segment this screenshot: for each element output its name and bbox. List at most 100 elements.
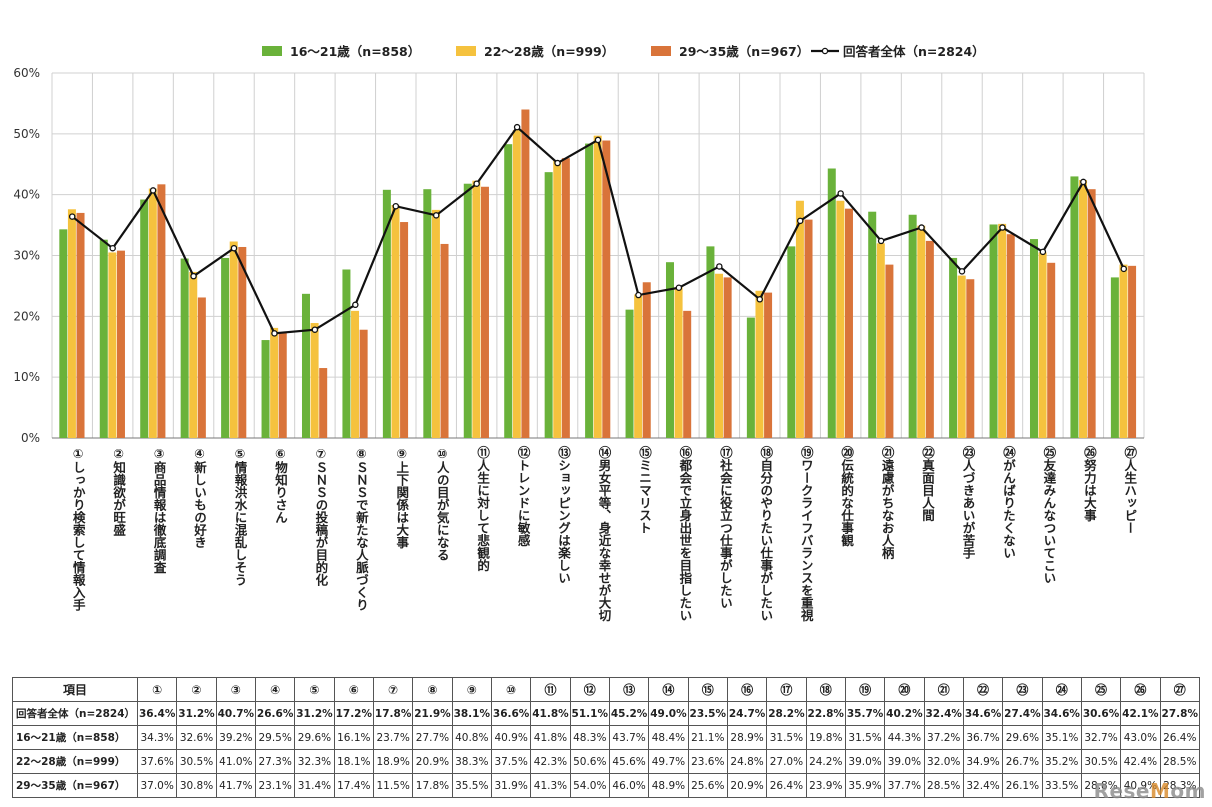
legend-label: 22～28歳（n=999） (484, 44, 614, 59)
x-tick-number: ② (111, 446, 126, 461)
bar (1070, 176, 1079, 438)
x-tick-text: 新しいもの好き (192, 460, 207, 549)
table-row-label: 29～35歳（n=967） (12, 773, 138, 798)
x-tick-label: ⑧ ＳＮＳで新たな人脈づくり (354, 446, 369, 611)
table-column-header: ⑳ (884, 677, 925, 702)
x-tick-label: ⑥ 物知りさん (273, 446, 288, 524)
table-cell: 28.5% (923, 773, 964, 798)
bar (908, 214, 917, 438)
x-tick-label: ⑬ ショッピングは楽しい (556, 445, 571, 584)
table-cell: 26.4% (766, 773, 807, 798)
bar (1110, 277, 1119, 438)
table-cell: 43.0% (1120, 725, 1161, 750)
bar (836, 200, 845, 438)
bar (1006, 234, 1015, 438)
chart-area: 0% 10% 20% 30% 40% 50% 60% 16～21歳（n=858） 22～28歳（… (13, 44, 1145, 622)
bar (1038, 252, 1047, 438)
table-cell: 49.0% (648, 701, 689, 726)
bar (189, 271, 198, 438)
x-tick-text: 遠慮がちなお人柄 (880, 458, 895, 560)
bar (229, 241, 238, 438)
bar (593, 135, 602, 439)
table-cell: 28.2% (766, 701, 807, 726)
bar (238, 246, 247, 438)
line-point (796, 217, 804, 225)
bar (683, 310, 692, 438)
table-cell: 34.6% (962, 701, 1004, 726)
table-column-header: ⑮ (687, 677, 728, 702)
table-cell: 34.3% (136, 725, 178, 750)
bar (706, 246, 715, 438)
x-tick-text: 上下関係は大事 (394, 460, 409, 549)
bar (310, 323, 319, 438)
table-cell: 24.8% (726, 749, 768, 774)
y-tick-label: 0% (21, 431, 40, 445)
table-cell: 36.7% (962, 725, 1004, 750)
table-cell: 49.7% (648, 749, 689, 774)
bar (957, 275, 966, 438)
x-tick-text: しっかり検索して情報入手 (71, 461, 86, 612)
line-point (392, 202, 400, 210)
line-point (1120, 265, 1128, 273)
table-cell: 28.3% (1159, 773, 1201, 798)
table-cell: 42.1% (1120, 701, 1161, 726)
x-tick-number: ③ (152, 446, 167, 461)
table-cell: 37.6% (136, 749, 178, 774)
x-tick-text: 人生に対して悲観的 (475, 458, 490, 572)
table-cell: 48.4% (648, 725, 689, 750)
table-cell: 20.9% (726, 773, 768, 798)
x-tick-number: ⑫ (516, 445, 531, 459)
x-tick-label: ⑮ ミニマリスト (637, 445, 652, 534)
table-column-header: ㉓ (1002, 677, 1043, 702)
line-point (1039, 248, 1047, 256)
table-cell: 35.1% (1041, 725, 1082, 750)
x-tick-text: 情報洪水に混乱しそう (233, 460, 248, 586)
table-column-header: ⑯ (726, 677, 768, 702)
line-point (716, 263, 723, 270)
bar (544, 172, 553, 439)
table-cell: 17.4% (333, 773, 374, 798)
legend-swatch (456, 46, 476, 56)
bar (221, 257, 230, 438)
table-column-header: ㉗ (1159, 677, 1201, 702)
table-cell: 31.5% (766, 725, 807, 750)
x-tick-text: がんばりたくない (1001, 458, 1016, 559)
x-tick-label: ④ 新しいもの好き (192, 446, 207, 549)
table-cell: 41.8% (530, 725, 571, 750)
legend-label: 29～35歳（n=967） (679, 44, 809, 59)
table-cell: 24.7% (726, 701, 768, 726)
table-cell: 48.9% (648, 773, 689, 798)
table-column-header: ⑰ (766, 677, 807, 702)
bar (504, 144, 513, 439)
bar (270, 327, 279, 438)
table-cell: 32.3% (294, 749, 335, 774)
table-cell: 36.6% (490, 701, 532, 726)
line-point (230, 244, 238, 252)
x-tick-label: ⑪ 人生に対して悲観的 (475, 445, 490, 572)
table-column-header: ⑨ (451, 677, 492, 702)
table-column-header: ⑬ (608, 677, 650, 702)
bar (787, 246, 796, 438)
x-tick-number: ⑲ (799, 445, 814, 459)
x-tick-label: ⑦ ＳＮＳの投稿が目的化 (313, 446, 328, 587)
bar (1029, 239, 1038, 438)
x-tick-number: ⑥ (273, 446, 288, 461)
table-cell: 32.4% (962, 773, 1004, 798)
table-cell: 23.9% (805, 773, 846, 798)
table-cell: 32.4% (923, 701, 964, 726)
table-cell: 35.9% (844, 773, 886, 798)
bar (261, 340, 270, 438)
bar (804, 219, 813, 438)
y-tick-label: 40% (13, 188, 40, 202)
table-cell: 40.8% (451, 725, 492, 750)
table-cell: 19.8% (805, 725, 846, 750)
line-point (958, 268, 966, 275)
line-point (271, 330, 278, 337)
table-cell: 45.6% (608, 749, 650, 774)
x-tick-number: ⑱ (758, 445, 773, 459)
bar (1087, 189, 1096, 438)
table-cell: 27.7% (412, 725, 453, 750)
